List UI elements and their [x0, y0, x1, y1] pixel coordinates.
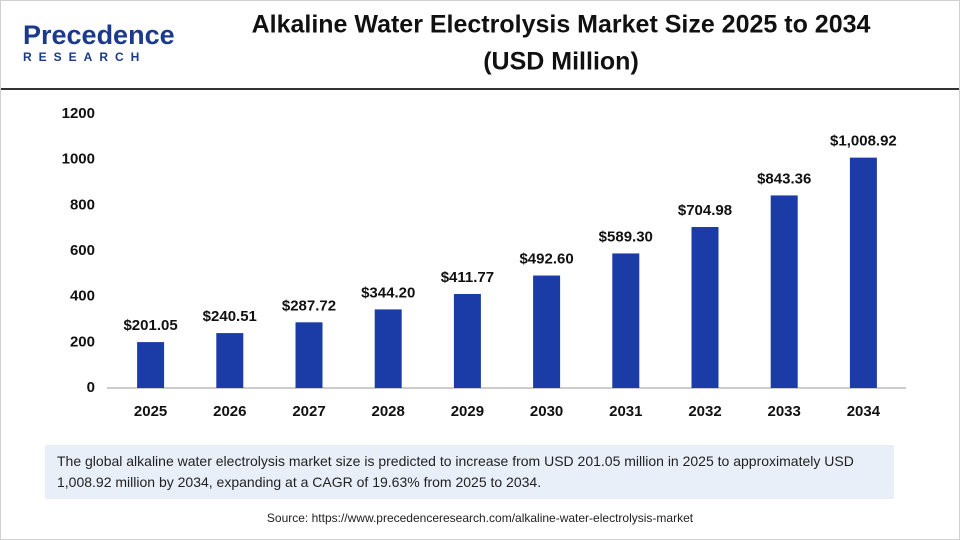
source: Source: https://www.precedenceresearch.c…: [266, 511, 694, 525]
y-tick-label: 1200: [62, 105, 95, 122]
value-label: $240.51: [203, 308, 257, 325]
x-tick-label: 2033: [768, 403, 801, 420]
value-label: $1,008.92: [830, 133, 897, 150]
bar: [612, 253, 640, 388]
y-tick-label: 400: [70, 288, 95, 305]
y-tick-label: 200: [70, 333, 95, 350]
value-label: $411.77: [441, 269, 494, 286]
bar: [295, 322, 323, 388]
bar: [691, 227, 719, 388]
x-tick-label: 2028: [372, 403, 405, 420]
x-tick-label: 2025: [134, 403, 167, 420]
value-label: $843.36: [757, 170, 811, 187]
bar: [770, 195, 798, 388]
y-tick-label: 1000: [62, 151, 95, 168]
value-label: $704.98: [678, 202, 732, 219]
value-label: $492.60: [519, 250, 573, 267]
value-label: $344.20: [361, 284, 415, 301]
x-tick-label: 2027: [292, 403, 325, 420]
bar: [453, 293, 481, 388]
y-tick-label: 0: [87, 379, 95, 396]
bar: [533, 275, 561, 388]
logo-tagline: RESEARCH: [23, 50, 146, 64]
x-tick-label: 2031: [609, 403, 642, 420]
bar: [137, 342, 165, 388]
x-tick-label: 2026: [213, 403, 246, 420]
bar: [849, 157, 877, 388]
description: The global alkaline water electrolysis m…: [45, 445, 894, 499]
bar: [374, 309, 402, 388]
logo-name: Precedence: [23, 20, 175, 50]
chart-title: Alkaline Water Electrolysis Market Size …: [252, 11, 871, 39]
y-tick-label: 800: [70, 196, 95, 213]
value-label: $201.05: [123, 317, 177, 334]
bar: [216, 333, 244, 388]
y-tick-label: 600: [70, 242, 95, 259]
x-tick-label: 2034: [847, 403, 881, 420]
x-tick-label: 2029: [451, 403, 484, 420]
x-tick-label: 2032: [688, 403, 721, 420]
chart-subtitle: (USD Million): [483, 48, 639, 76]
value-label: $287.72: [282, 297, 336, 314]
x-tick-label: 2030: [530, 403, 563, 420]
value-label: $589.30: [599, 228, 653, 245]
